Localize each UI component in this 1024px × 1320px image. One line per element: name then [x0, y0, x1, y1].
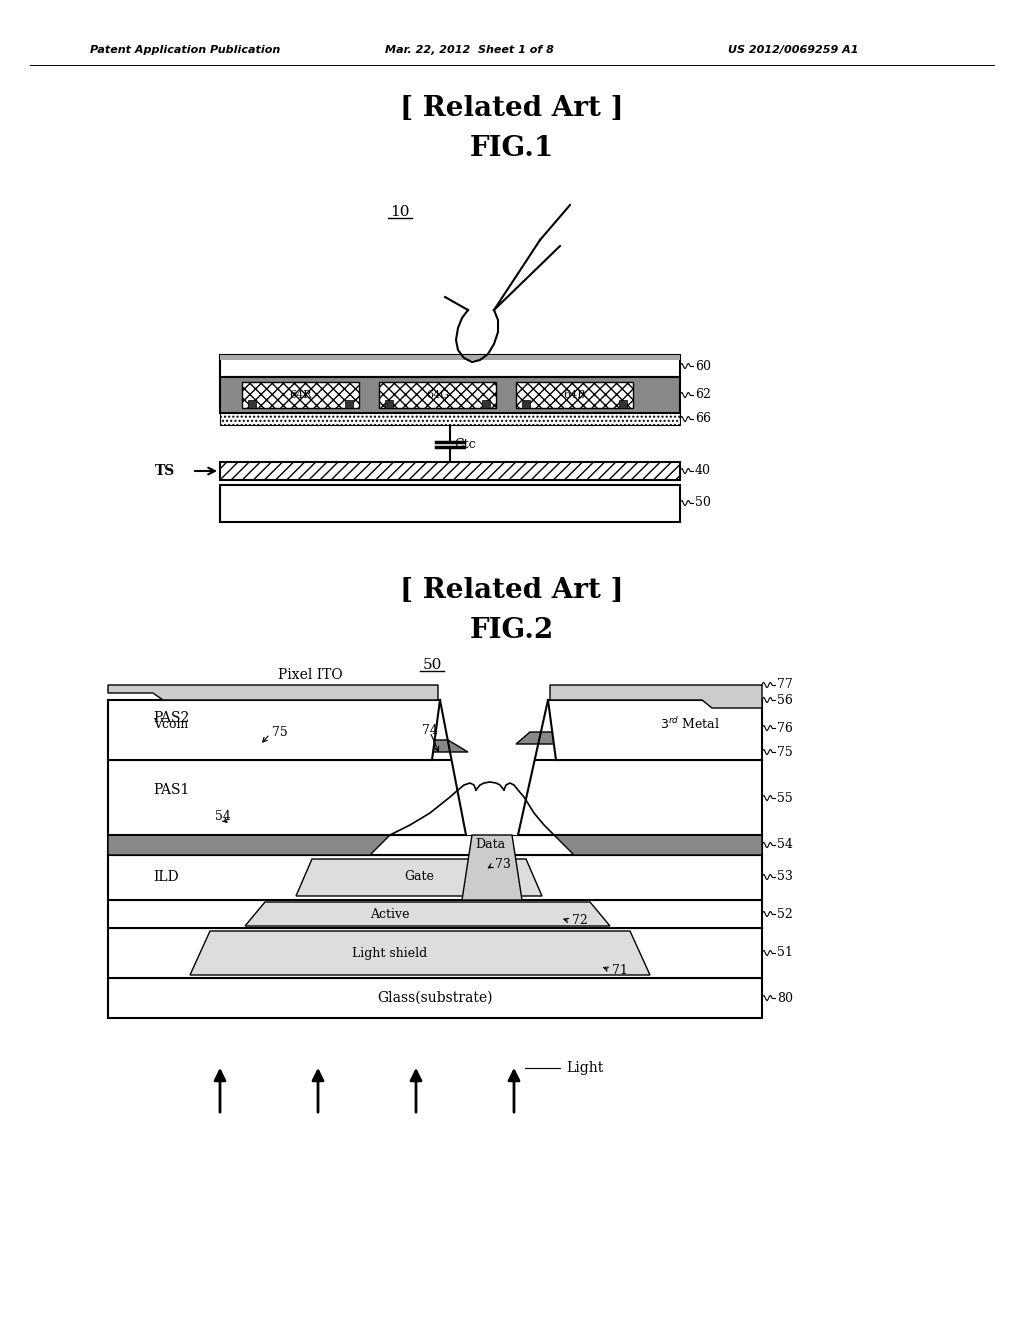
- Text: FIG.2: FIG.2: [470, 616, 554, 644]
- Text: 71: 71: [612, 964, 628, 977]
- Text: Glass(substrate): Glass(substrate): [377, 991, 493, 1005]
- Text: 64G: 64G: [426, 389, 450, 400]
- Polygon shape: [108, 741, 468, 752]
- Text: 64R: 64R: [289, 389, 311, 400]
- Text: 72: 72: [572, 915, 588, 928]
- Text: 52: 52: [777, 908, 793, 920]
- Bar: [108, 855, 762, 900]
- Text: 64B: 64B: [563, 389, 586, 400]
- Bar: [220, 413, 680, 425]
- Bar: [108, 978, 762, 1018]
- Text: PAS1: PAS1: [153, 783, 189, 797]
- Text: US 2012/0069259 A1: US 2012/0069259 A1: [728, 45, 858, 55]
- Bar: [522, 400, 530, 408]
- Text: Active: Active: [371, 908, 410, 920]
- Polygon shape: [440, 700, 548, 836]
- Text: PAS2: PAS2: [153, 711, 189, 725]
- Bar: [618, 400, 627, 408]
- Text: 55: 55: [777, 792, 793, 804]
- Polygon shape: [550, 685, 762, 708]
- Bar: [248, 400, 256, 408]
- Polygon shape: [464, 775, 510, 789]
- Polygon shape: [190, 931, 650, 975]
- Text: Light: Light: [566, 1061, 603, 1074]
- Text: 73: 73: [495, 858, 511, 871]
- Polygon shape: [516, 733, 762, 744]
- Polygon shape: [462, 836, 522, 900]
- Text: Gate: Gate: [404, 870, 434, 883]
- Bar: [220, 484, 680, 521]
- Bar: [108, 900, 762, 928]
- Bar: [108, 928, 762, 978]
- Text: Data: Data: [475, 838, 505, 851]
- Polygon shape: [108, 685, 438, 700]
- Text: [ Related Art ]: [ Related Art ]: [400, 577, 624, 603]
- Text: 75: 75: [777, 746, 793, 759]
- Text: 74: 74: [422, 723, 438, 737]
- Text: 53: 53: [777, 870, 793, 883]
- Text: 80: 80: [777, 991, 793, 1005]
- Text: 10: 10: [390, 205, 410, 219]
- Text: Vcom: Vcom: [153, 718, 188, 731]
- Text: 40: 40: [695, 465, 711, 478]
- Polygon shape: [296, 859, 542, 896]
- Text: TS: TS: [155, 465, 175, 478]
- Bar: [108, 836, 762, 855]
- Polygon shape: [554, 836, 762, 855]
- Polygon shape: [108, 836, 390, 855]
- Text: Pixel ITO: Pixel ITO: [278, 668, 342, 682]
- Text: 50: 50: [422, 657, 441, 672]
- Text: Mar. 22, 2012  Sheet 1 of 8: Mar. 22, 2012 Sheet 1 of 8: [385, 45, 554, 55]
- Polygon shape: [548, 700, 762, 760]
- Bar: [220, 378, 680, 413]
- Text: 76: 76: [777, 722, 793, 734]
- Bar: [108, 760, 762, 836]
- Text: FIG.1: FIG.1: [470, 135, 554, 161]
- Polygon shape: [245, 902, 610, 927]
- Text: [ Related Art ]: [ Related Art ]: [400, 95, 624, 121]
- Text: 62: 62: [695, 388, 711, 401]
- Text: Light shield: Light shield: [352, 946, 428, 960]
- Text: 75: 75: [272, 726, 288, 738]
- Text: 54: 54: [215, 810, 230, 824]
- Text: Ctc: Ctc: [454, 437, 475, 450]
- Text: 56: 56: [777, 693, 793, 706]
- Text: 77: 77: [777, 678, 793, 692]
- Text: 51: 51: [777, 946, 793, 960]
- Text: 66: 66: [695, 412, 711, 425]
- Bar: [220, 355, 680, 378]
- Bar: [345, 400, 353, 408]
- Bar: [220, 355, 680, 360]
- Text: 50: 50: [695, 496, 711, 510]
- Text: 54: 54: [777, 838, 793, 851]
- Text: Patent Application Publication: Patent Application Publication: [90, 45, 281, 55]
- Text: 60: 60: [695, 359, 711, 372]
- Text: $3^{rd}$ Metal: $3^{rd}$ Metal: [660, 715, 720, 733]
- Bar: [385, 400, 393, 408]
- Bar: [220, 462, 680, 480]
- Bar: [482, 400, 490, 408]
- Bar: [379, 381, 496, 408]
- Polygon shape: [108, 700, 440, 760]
- Bar: [516, 381, 633, 408]
- Bar: [242, 381, 359, 408]
- Text: ILD: ILD: [153, 870, 178, 884]
